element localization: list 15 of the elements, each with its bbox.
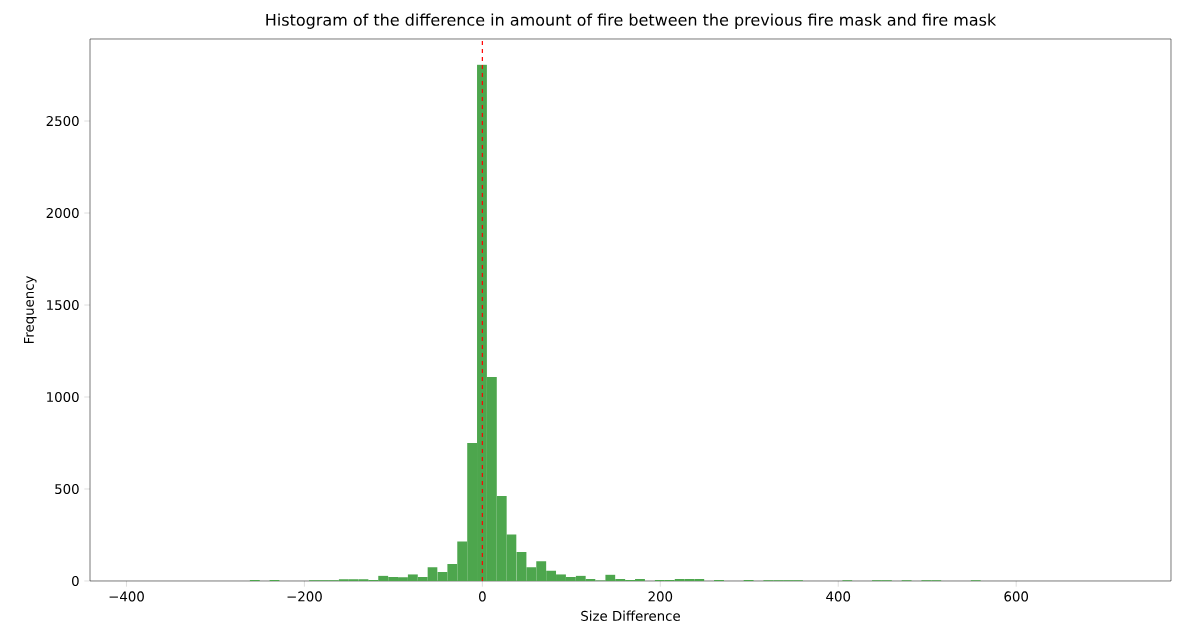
y-tick-label: 0 (72, 575, 79, 587)
x-tick-label: −200 (287, 591, 322, 602)
x-tick-label: 0 (479, 591, 486, 602)
chart-title: Histogram of the difference in amount of fire between the previous fire mask and fire mask (266, 13, 997, 29)
y-tick-label: 1500 (47, 299, 79, 311)
y-tick-label: 1000 (47, 391, 79, 403)
y-tick-label: 2000 (46, 207, 79, 219)
y-tick-label: 500 (55, 483, 79, 495)
x-tick-label: −400 (109, 591, 144, 602)
x-tick-label: 400 (826, 591, 851, 602)
x-tick-label: 200 (648, 591, 673, 602)
x-tick-label: 600 (1004, 591, 1029, 602)
x-axis-title: Size Difference (581, 610, 680, 621)
y-tick-label: 2500 (46, 115, 79, 127)
y-axis-title: Frequency (24, 275, 37, 344)
